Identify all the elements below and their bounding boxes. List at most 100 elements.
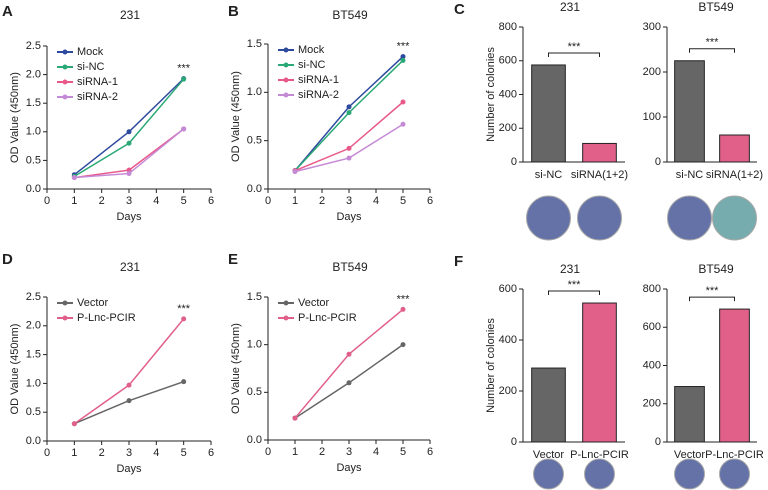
x-tick-label: P-Lnc-PCIR (570, 449, 629, 461)
data-point (181, 126, 187, 132)
series-line (73, 318, 185, 425)
annotation: *** (706, 285, 720, 297)
legend-marker (62, 64, 68, 70)
y-tick-label: 600 (643, 321, 661, 333)
y-tick-label: 0 (655, 156, 661, 168)
y-tick-label: 800 (643, 283, 661, 295)
annotation: *** (397, 293, 411, 305)
x-tick-label: si-NC (676, 169, 704, 181)
x-tick-label: 0 (44, 195, 50, 207)
x-tick-label: 1 (71, 195, 77, 207)
colony-image (674, 458, 705, 490)
chart-title: 231 (120, 8, 140, 22)
x-tick-label: 1 (292, 446, 298, 458)
x-tick-label: 6 (208, 447, 214, 459)
x-tick-label: 6 (208, 195, 214, 207)
x-tick-label: 4 (373, 446, 379, 458)
x-tick-label: 5 (400, 446, 406, 458)
x-tick-label: 5 (181, 195, 187, 207)
legend-label: siRNA-1 (298, 74, 339, 86)
y-tick-label: 0.5 (26, 406, 41, 418)
legend-label: Mock (298, 44, 325, 56)
data-point (181, 379, 187, 385)
legend-marker (283, 47, 289, 53)
data-point (400, 99, 406, 105)
y-tick-label: 1.5 (247, 38, 262, 50)
legend-marker (283, 77, 289, 83)
legend-marker (62, 49, 68, 55)
y-tick-label: 1.5 (26, 97, 41, 109)
x-tick-label: 2 (319, 195, 325, 207)
data-point (292, 415, 298, 421)
y-tick-label: 400 (643, 359, 661, 371)
legend-label: P-Lnc-PCIR (298, 312, 357, 324)
y-axis-label: OD Value (450nm) (230, 323, 242, 414)
panel-label: C (454, 1, 465, 18)
legend-label: si-NC (77, 61, 105, 73)
bar (531, 367, 566, 443)
x-tick-label: 3 (126, 195, 132, 207)
x-tick-label: P-Lnc-PCIR (705, 449, 764, 461)
y-tick-label: 400 (499, 88, 517, 100)
x-axis-label: Days (336, 211, 362, 223)
colony-image (526, 195, 571, 241)
legend-marker (283, 300, 289, 306)
legend-marker (283, 62, 289, 68)
x-tick-label: 1 (71, 447, 77, 459)
data-point (400, 121, 406, 127)
bar (582, 302, 617, 443)
significance-bracket (548, 52, 600, 57)
data-point (126, 171, 132, 177)
y-tick-label: 300 (643, 21, 661, 33)
data-point (126, 167, 132, 173)
y-axis-label: OD Value (450nm) (230, 71, 242, 162)
y-tick-label: 0.0 (247, 183, 262, 195)
x-tick-label: Vector (674, 449, 706, 461)
annotation: *** (397, 40, 411, 52)
x-tick-label: si-NC (535, 169, 563, 181)
data-point (126, 129, 132, 135)
colony-image (667, 195, 712, 241)
y-tick-label: 600 (499, 283, 517, 295)
x-tick-label: siRNA(1+2) (571, 169, 628, 181)
data-point (346, 155, 352, 161)
y-tick-label: 100 (643, 111, 661, 123)
legend-label: P-Lnc-PCIR (77, 312, 136, 324)
legend-label: siRNA-1 (77, 76, 118, 88)
data-point (346, 104, 352, 110)
panel-label: E (228, 251, 238, 268)
panel-label: D (2, 251, 13, 268)
y-tick-label: 1.5 (247, 291, 262, 303)
bar (674, 60, 705, 163)
y-tick-label: 2.0 (26, 320, 41, 332)
y-tick-label: 0.0 (26, 435, 41, 447)
x-tick-label: Vector (533, 449, 565, 461)
colony-image (584, 458, 615, 490)
y-tick-label: 200 (499, 385, 517, 397)
colony-image (533, 458, 564, 490)
y-tick-label: 0.5 (247, 386, 262, 398)
x-tick-label: 4 (153, 447, 159, 459)
y-axis-label: OD Value (450nm) (9, 72, 21, 163)
y-tick-label: 1.0 (247, 339, 262, 351)
x-tick-label: 2 (99, 195, 105, 207)
data-point (71, 421, 77, 427)
annotation: *** (177, 63, 191, 75)
x-tick-label: 4 (373, 195, 379, 207)
annotation: *** (568, 279, 582, 291)
x-tick-label: 3 (346, 195, 352, 207)
x-tick-label: 0 (44, 447, 50, 459)
x-axis-label: Days (116, 463, 142, 475)
data-point (400, 57, 406, 63)
panel-label: A (2, 3, 13, 20)
colony-image (719, 458, 750, 490)
y-tick-label: 0.0 (26, 183, 41, 195)
data-point (346, 351, 352, 357)
x-axis-label: Days (116, 211, 142, 223)
y-tick-label: 0 (511, 436, 517, 448)
legend-label: siRNA-2 (77, 91, 118, 103)
legend-marker (62, 315, 68, 321)
legend-marker (283, 315, 289, 321)
x-tick-label: 2 (319, 446, 325, 458)
